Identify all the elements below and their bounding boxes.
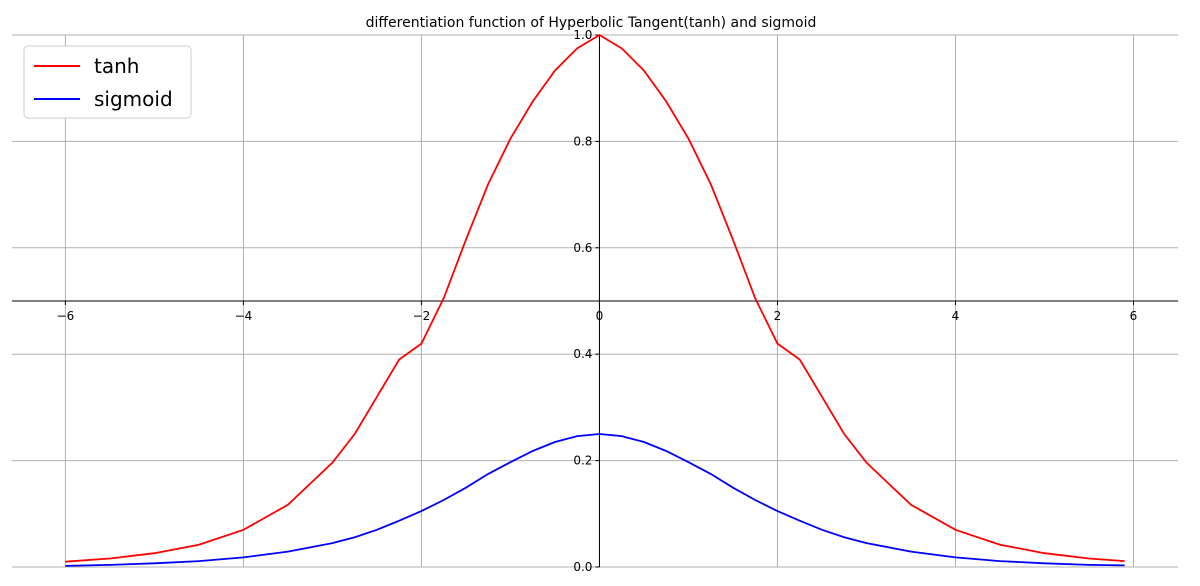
legend: tanh sigmoid (23, 45, 192, 119)
y-tick-label: 0.6 (573, 241, 592, 255)
chart-title: differentiation function of Hyperbolic T… (366, 15, 817, 31)
x-tick-label: −6 (57, 309, 75, 323)
legend-label-sigmoid: sigmoid (94, 87, 173, 111)
series-line-tanh (65, 33, 1125, 563)
x-tick-label: 6 (1130, 309, 1138, 323)
axes-layer (12, 34, 1178, 568)
series-line-sigmoid (65, 433, 1125, 567)
x-tick-label: 0 (596, 309, 604, 323)
legend-label-tanh: tanh (94, 54, 139, 78)
x-tick-label: −2 (413, 309, 431, 323)
tick-labels: −6 −4 −2 0 2 4 6 0.0 0.2 0.4 0.6 0.8 1.0 (57, 28, 1138, 574)
y-tick-label: 1.0 (573, 28, 592, 42)
x-tick-label: 4 (952, 309, 960, 323)
series-layer (65, 33, 1125, 567)
x-tick-label: −4 (235, 309, 253, 323)
y-tick-label: 0.8 (573, 134, 592, 148)
x-tick-label: 2 (774, 309, 782, 323)
y-tick-label: 0.4 (573, 347, 592, 361)
y-tick-label: 0.0 (573, 560, 592, 574)
y-tick-label: 0.2 (573, 454, 592, 468)
